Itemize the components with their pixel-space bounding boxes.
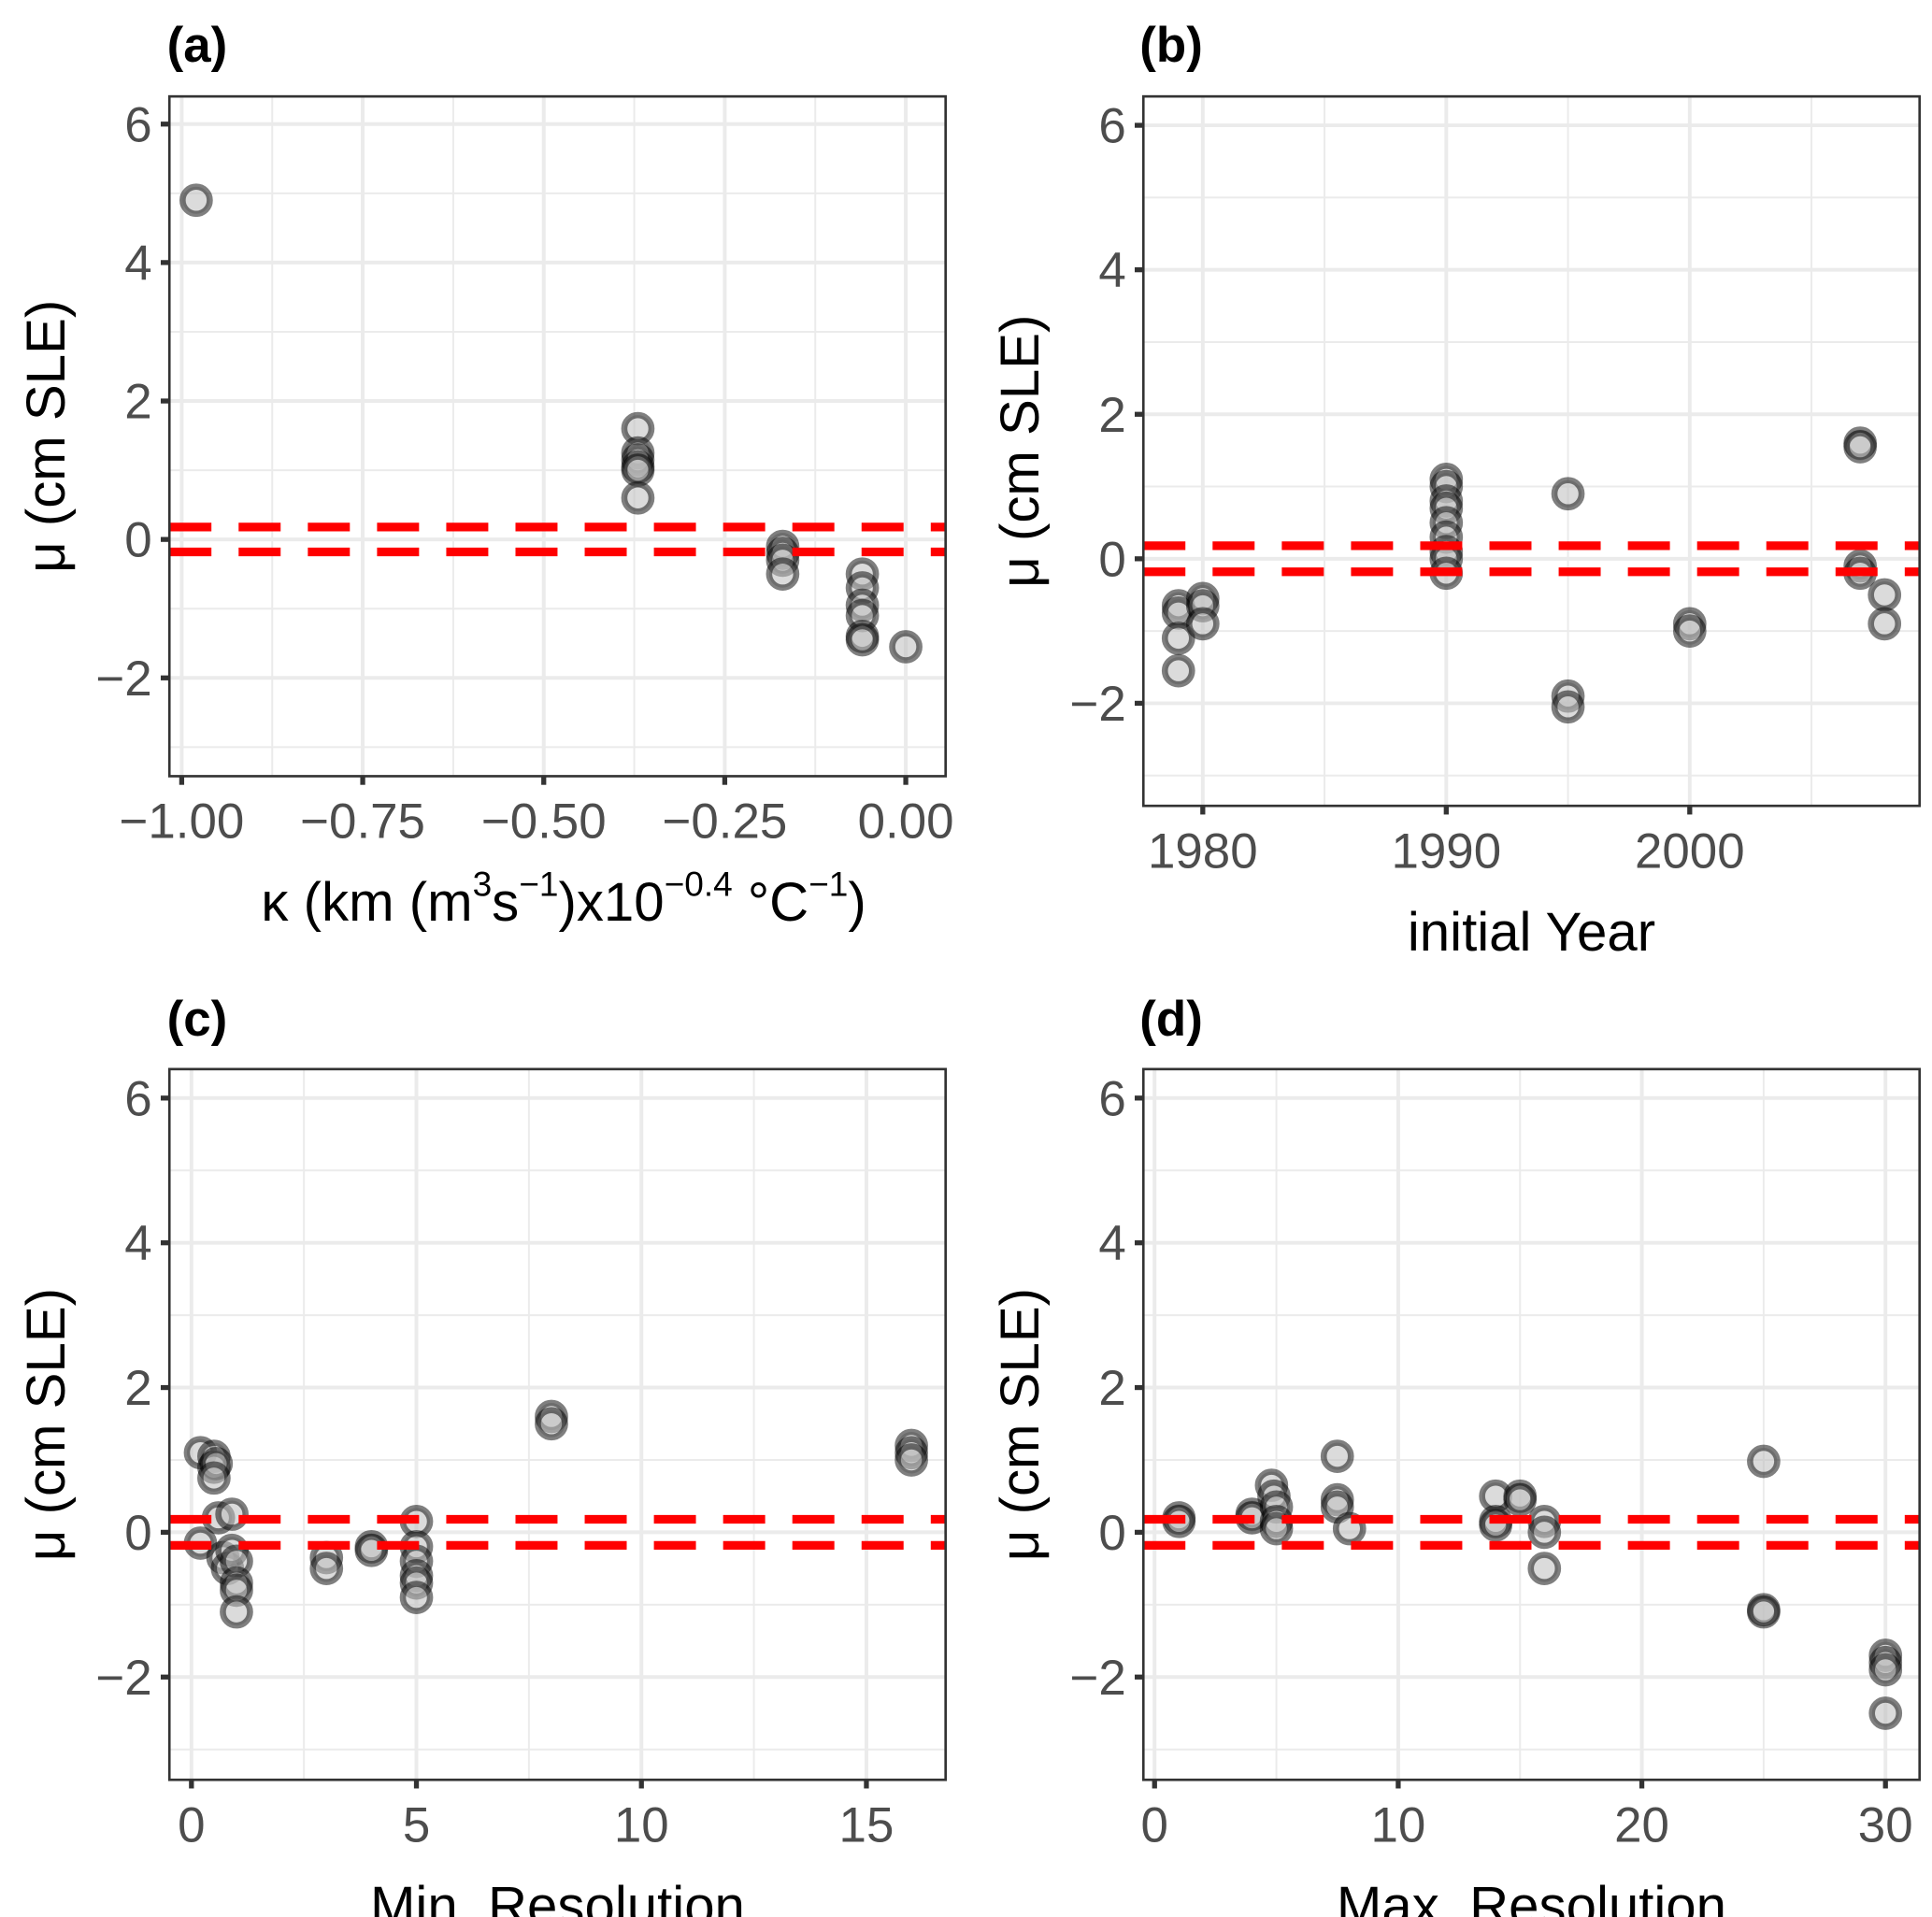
data-point (1551, 690, 1585, 724)
plot-border (167, 1067, 948, 1781)
y-tick-label: −2 (1069, 1651, 1125, 1706)
data-point (1747, 1595, 1781, 1629)
x-axis-title-part: °C (733, 872, 809, 933)
x-axis-title-part: ) (848, 872, 866, 933)
data-point (1868, 1696, 1903, 1730)
panel-c: −2 0 2 4 6 0 5 10 15 μ (cm SLE) Min. Resolution (c) (16, 992, 948, 1917)
panel-label: (a) (167, 18, 228, 73)
y-tick-label: 2 (124, 375, 151, 430)
x-tick-label: 10 (614, 1797, 669, 1853)
y-axis-title: μ (cm SLE) (16, 1288, 77, 1561)
panel-label: (b) (1139, 18, 1203, 73)
x-tick-label: 10 (1370, 1797, 1425, 1853)
x-tick-label: 1990 (1391, 823, 1501, 879)
x-tick-label: −0.75 (300, 794, 425, 850)
y-tick-label: 2 (1098, 1361, 1125, 1416)
y-axis-title: μ (cm SLE) (990, 315, 1051, 588)
x-axis-title-part: )x10 (558, 872, 664, 933)
y-tick-label: 4 (1098, 1216, 1125, 1271)
x-tick-label: 5 (403, 1797, 430, 1853)
x-axis-title-part: 3 (473, 865, 493, 904)
data-point (1868, 1652, 1903, 1687)
x-tick-label: −1.00 (120, 794, 245, 850)
x-tick-label: 15 (839, 1797, 894, 1853)
data-point (1868, 607, 1902, 641)
y-tick-label: 2 (1098, 388, 1125, 443)
y-tick-label: 6 (124, 1071, 151, 1126)
x-axis-title-part: κ (km (m (261, 872, 472, 933)
x-tick-label: 0.00 (858, 794, 954, 850)
panel-label: (d) (1139, 992, 1203, 1047)
y-axis-title: μ (cm SLE) (990, 1288, 1051, 1561)
data-point (889, 630, 923, 664)
y-tick-label: 2 (124, 1361, 151, 1416)
y-tick-label: −2 (95, 651, 151, 707)
y-tick-label: 4 (124, 236, 151, 291)
data-point (1320, 1439, 1354, 1473)
plot-border (167, 94, 948, 778)
data-point (1527, 1515, 1562, 1550)
y-tick-label: 6 (1098, 99, 1125, 154)
x-tick-label: 30 (1858, 1797, 1913, 1853)
data-point (1185, 607, 1220, 641)
x-axis-title: Max. Resolution (1337, 1876, 1726, 1917)
data-point (1843, 430, 1878, 464)
data-point (621, 453, 655, 487)
panel-a: −2 0 2 4 6 −1.00 −0.75 −0.50 −0.25 0.00 μ (cm SLE)… (16, 18, 954, 933)
x-axis-title: initial Year (1408, 902, 1655, 963)
y-tick-label: −2 (1069, 677, 1125, 732)
x-axis-title: κ (km (m3s−1)x10−0.4 °C−1) (261, 865, 866, 933)
plot-border (1141, 1067, 1922, 1781)
data-point (1747, 1444, 1781, 1479)
data-point (215, 1497, 250, 1531)
data-point (179, 183, 213, 218)
data-point (1551, 477, 1585, 511)
data-point (766, 557, 800, 592)
x-tick-label: 1980 (1148, 823, 1258, 879)
panel-b: −2 0 2 4 6 1980 1990 2000 μ (cm SLE) initial Year… (990, 18, 1922, 963)
data-point (1672, 614, 1707, 648)
x-axis-title-part: −1 (519, 865, 558, 904)
x-tick-label: −0.25 (663, 794, 788, 850)
plot-border (1141, 94, 1922, 808)
y-axis-title: μ (cm SLE) (16, 300, 77, 573)
panel-d: −2 0 2 4 6 0 10 20 30 μ (cm SLE) Max. Resolution (d… (990, 992, 1922, 1917)
data-point (309, 1552, 344, 1585)
x-tick-label: 20 (1614, 1797, 1669, 1853)
data-point (399, 1581, 434, 1614)
data-point (1868, 578, 1902, 612)
y-tick-label: 6 (1098, 1071, 1125, 1126)
x-tick-label: 0 (1141, 1797, 1168, 1853)
x-tick-label: 2000 (1635, 823, 1745, 879)
y-tick-label: 6 (124, 97, 151, 152)
data-point (1503, 1482, 1538, 1517)
y-tick-label: 0 (124, 1506, 151, 1561)
y-tick-label: 0 (124, 513, 151, 568)
data-point (197, 1461, 231, 1495)
y-tick-label: 4 (1098, 243, 1125, 298)
x-axis-title-part: −0.4 (665, 865, 733, 904)
data-point (845, 622, 880, 657)
y-tick-label: −2 (95, 1651, 151, 1706)
data-point (354, 1533, 389, 1567)
y-tick-label: 0 (1098, 1506, 1125, 1561)
x-axis-title: Min. Resolution (370, 1876, 745, 1917)
panel-label: (c) (167, 992, 228, 1047)
x-axis-title-part: s (492, 872, 519, 933)
x-tick-label: −0.50 (481, 794, 607, 850)
data-point (894, 1443, 928, 1477)
data-point (621, 480, 655, 515)
data-point (220, 1595, 253, 1629)
data-point (1527, 1552, 1562, 1585)
y-tick-label: 4 (124, 1216, 151, 1271)
data-point (535, 1407, 568, 1441)
data-point (1161, 653, 1195, 688)
y-tick-label: 0 (1098, 532, 1125, 587)
x-tick-label: 0 (178, 1797, 205, 1853)
data-point (1161, 622, 1195, 655)
x-axis-title-part: −1 (809, 865, 848, 904)
